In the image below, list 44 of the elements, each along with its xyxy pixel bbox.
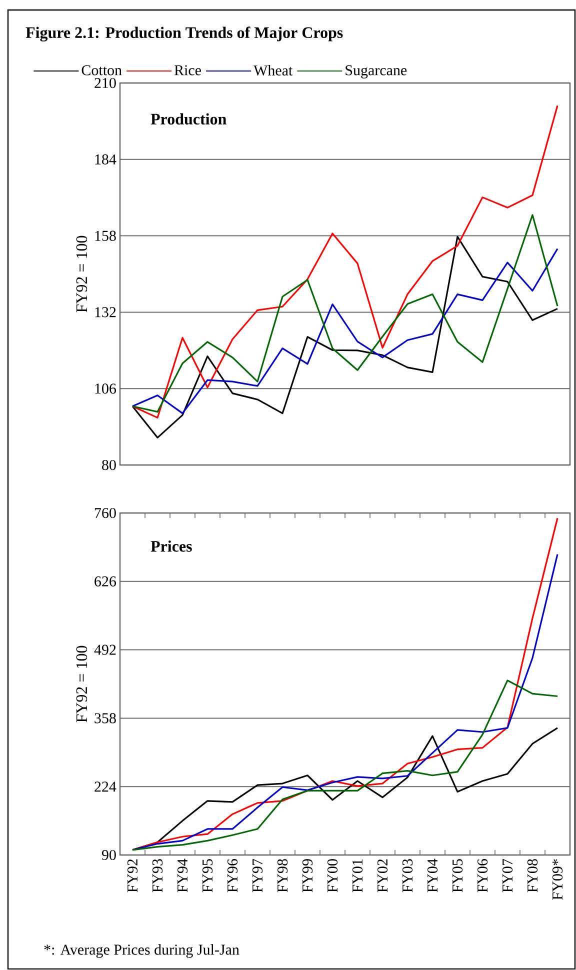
x-tick-label: FY95 bbox=[202, 859, 213, 892]
x-tick-label: FY96 bbox=[227, 858, 238, 892]
x-tick-label: FY09* bbox=[552, 859, 563, 900]
x-tick-label: FY97 bbox=[252, 858, 263, 892]
y-tick-label: 224 bbox=[94, 782, 116, 792]
y-tick-label: 132 bbox=[95, 307, 116, 318]
x-tick-label: FY93 bbox=[152, 859, 163, 892]
x-tick-label: FY92 bbox=[127, 859, 138, 892]
y-tick-label: 210 bbox=[94, 78, 116, 88]
x-tick-label: FY02 bbox=[377, 859, 388, 892]
line-series bbox=[132, 104, 558, 418]
y-tick-label: 358 bbox=[94, 713, 116, 724]
x-tick-label: FY01 bbox=[352, 859, 363, 892]
text: Production bbox=[150, 113, 226, 125]
y-axis-title: FY92 = 100 bbox=[76, 236, 88, 312]
legend-label: Rice bbox=[174, 65, 201, 76]
text: Prices bbox=[150, 540, 192, 552]
y-tick-label: 492 bbox=[94, 644, 116, 655]
y-tick-label: 184 bbox=[95, 154, 116, 164]
x-tick-label: FY98 bbox=[277, 859, 288, 892]
x-tick-label: FY99 bbox=[302, 859, 313, 892]
x-tick-label: FY06 bbox=[477, 858, 488, 892]
y-tick-label: 760 bbox=[94, 508, 116, 518]
y-tick-label: 626 bbox=[94, 576, 116, 586]
text: *: Average Prices during Jul-Jan bbox=[44, 944, 240, 958]
legend-label: Sugarcane bbox=[346, 65, 407, 78]
line-series bbox=[132, 214, 558, 413]
chart-title: Figure 2.1: Production Trends of Major Crops bbox=[26, 26, 343, 42]
x-tick-label: FY08 bbox=[527, 859, 538, 892]
y-tick-label: 158 bbox=[95, 230, 116, 241]
x-tick-label: FY00 bbox=[327, 859, 338, 892]
y-tick-label: 106 bbox=[95, 384, 116, 394]
y-axis-title: FY92 = 100 bbox=[76, 646, 88, 722]
x-tick-label: FY05 bbox=[452, 859, 463, 892]
legend-label: Wheat bbox=[254, 65, 293, 76]
x-tick-label: FY07 bbox=[502, 858, 513, 892]
line-series bbox=[132, 236, 558, 438]
x-tick-label: FY03 bbox=[402, 859, 413, 892]
legend-label: Cotton bbox=[82, 65, 122, 76]
line-series bbox=[132, 248, 558, 414]
y-tick-label: 80 bbox=[102, 460, 116, 470]
x-tick-label: FY94 bbox=[177, 858, 188, 892]
x-tick-label: FY04 bbox=[427, 858, 438, 892]
y-tick-label: 90 bbox=[102, 850, 116, 860]
